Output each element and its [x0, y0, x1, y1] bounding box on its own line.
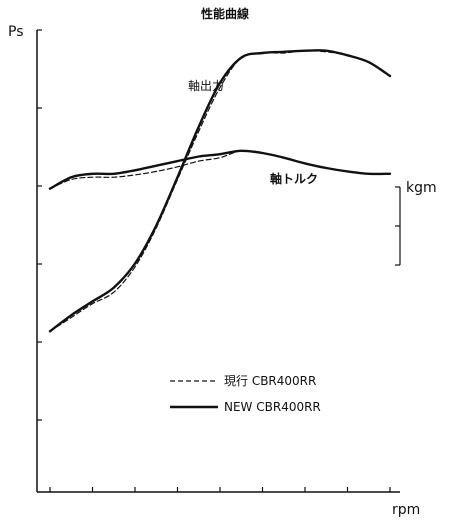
legend-label-current: 現行 CBR400RR: [224, 374, 316, 388]
torque-curve-label: 軸トルク: [270, 171, 318, 186]
power-curve-label: 軸出力: [188, 79, 224, 93]
legend-label-new: NEW CBR400RR: [224, 400, 321, 414]
new-torque-line: [50, 151, 390, 189]
y-axis-label-left: Ps: [8, 24, 24, 40]
legend: 現行 CBR400RR NEW CBR400RR: [170, 374, 321, 414]
chart-title: 性能曲線: [200, 6, 249, 21]
x-axis-label: rpm: [392, 502, 420, 518]
y-axis-label-right: kgm: [406, 180, 437, 196]
axes: [37, 30, 400, 492]
